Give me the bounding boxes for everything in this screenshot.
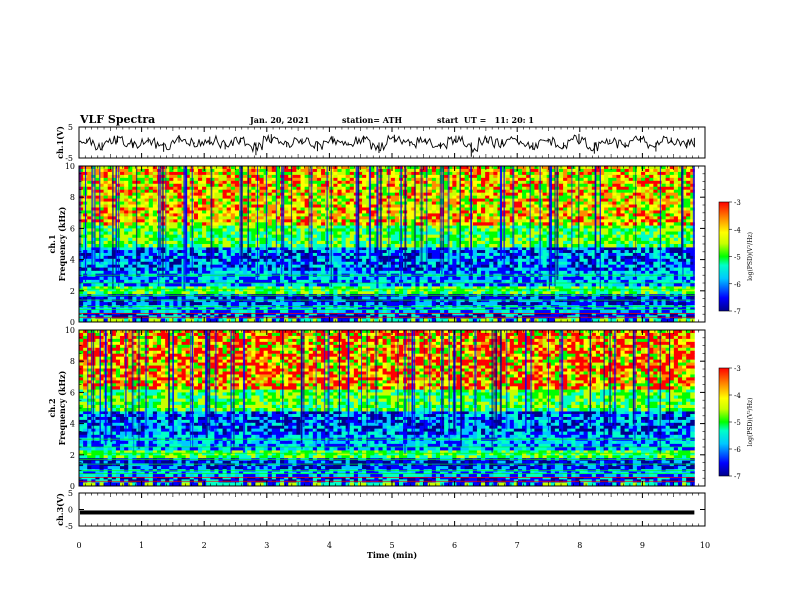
y-tick-label: 10 [65,326,75,335]
colorbar-tick-label: -6 [734,281,741,289]
y-tick-label: 4 [70,420,75,429]
colorbar-tick-label: -5 [734,254,741,262]
x-tick-label: 5 [389,541,394,550]
station-label: station= ATH [342,115,403,125]
y-axis-label: ch.1 [47,234,57,253]
colorbar-tick-label: -7 [734,308,741,316]
colorbar-ch2 [718,367,730,477]
y-tick-label: 2 [70,451,75,460]
y-tick-label: 6 [70,388,75,397]
y-tick-label: 6 [70,224,75,233]
y-axis-label: ch.2 [47,398,57,417]
y-axis-label: ch.1(V) [55,126,65,159]
y-tick-label: 5 [68,489,73,498]
spectrogram-ch2 [79,330,695,487]
y-axis-label: ch.3(V) [55,493,65,526]
spectrogram-ch1 [79,166,695,323]
ch1-waveform-line [78,134,695,154]
y-tick-label: -5 [65,522,73,531]
start-time-label: start UT = 11: 20: 1 [437,115,534,125]
colorbar-label: log(PSD)(V²/Hz) [747,232,754,281]
colorbar-tick-label: -4 [734,392,741,400]
y-tick-label: 2 [70,287,75,296]
x-tick-label: 6 [452,541,457,550]
x-tick-label: 2 [202,541,207,550]
x-tick-label: 8 [577,541,582,550]
colorbar-tick-label: -4 [734,226,741,234]
colorbar-tick-label: -3 [734,365,741,373]
x-axis-label: Time (min) [367,550,417,560]
y-tick-label: 4 [70,256,75,265]
colorbar-tick-label: -6 [734,446,741,454]
x-tick-label: 0 [76,541,81,550]
y-axis-label: Frequency (kHz) [57,206,67,281]
y-tick-label: 0 [68,506,73,515]
y-tick-label: 8 [70,357,75,366]
y-tick-label: 0 [70,318,75,327]
ch3-waveform-line [80,510,695,515]
x-tick-label: 1 [139,541,144,550]
colorbar-label: log(PSD)(V²/Hz) [747,398,754,447]
chart-title: VLF Spectra [80,113,156,126]
colorbar-tick-label: -3 [734,199,741,207]
y-tick-label: 0 [70,482,75,491]
y-tick-label: -5 [65,154,73,163]
x-tick-label: 3 [264,541,269,550]
y-tick-label: 8 [70,193,75,202]
colorbar-tick-label: -5 [734,419,741,427]
date-label: Jan. 20, 2021 [250,115,310,125]
y-tick-label: 5 [68,123,73,132]
x-tick-label: 10 [700,541,710,550]
colorbar-tick-label: -7 [734,473,741,481]
colorbar-ch1 [718,201,730,312]
x-tick-label: 9 [640,541,645,550]
x-tick-label: 7 [515,541,520,550]
y-tick-label: 10 [65,162,75,171]
y-axis-label: Frequency (kHz) [57,370,67,445]
x-tick-label: 4 [327,541,332,550]
